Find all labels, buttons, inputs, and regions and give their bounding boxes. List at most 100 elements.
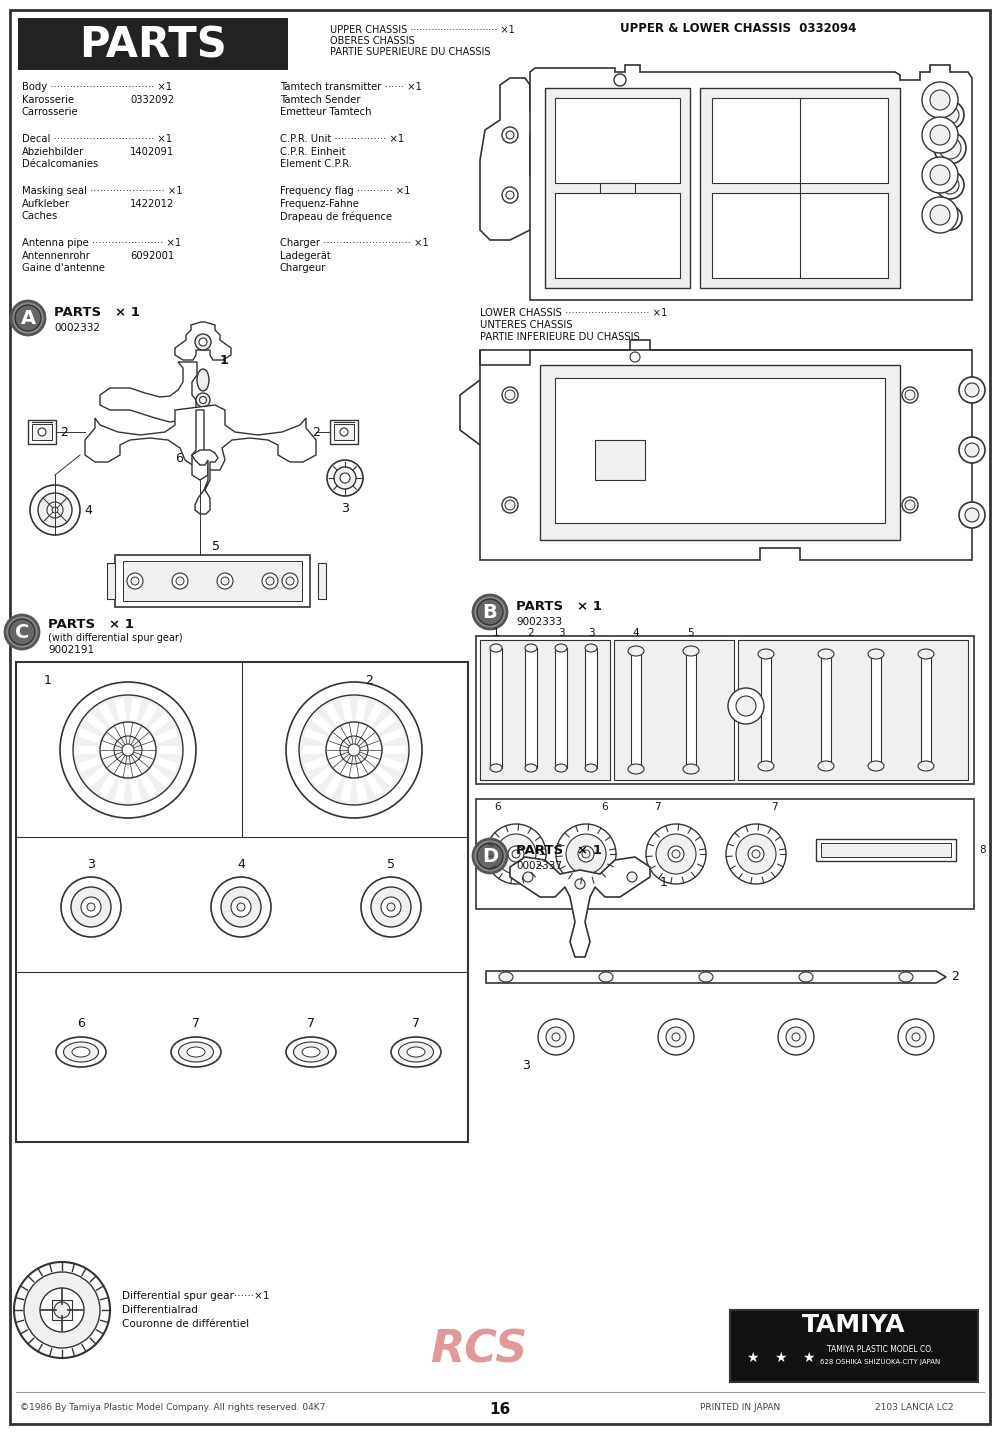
- Polygon shape: [85, 713, 108, 734]
- Text: Drapeau de fréquence: Drapeau de fréquence: [280, 211, 392, 221]
- Circle shape: [912, 1032, 920, 1041]
- Polygon shape: [324, 774, 342, 797]
- Text: ★: ★: [774, 1351, 786, 1365]
- Bar: [686, 651, 696, 769]
- Text: PRINTED IN JAPAN: PRINTED IN JAPAN: [700, 1404, 780, 1412]
- Circle shape: [748, 846, 764, 862]
- Circle shape: [11, 301, 45, 336]
- Circle shape: [941, 176, 959, 194]
- Ellipse shape: [818, 761, 834, 771]
- Circle shape: [473, 839, 507, 873]
- Circle shape: [627, 872, 637, 882]
- Circle shape: [778, 1020, 814, 1055]
- Polygon shape: [356, 698, 367, 721]
- Circle shape: [792, 1032, 800, 1041]
- Ellipse shape: [398, 1043, 434, 1063]
- Circle shape: [941, 106, 959, 123]
- Circle shape: [81, 898, 101, 916]
- Bar: [476, 799, 974, 909]
- Polygon shape: [302, 746, 324, 754]
- Circle shape: [114, 736, 142, 764]
- Circle shape: [15, 305, 41, 331]
- Polygon shape: [530, 65, 972, 300]
- Circle shape: [506, 130, 514, 139]
- Text: 4: 4: [84, 503, 92, 516]
- Text: Ladegerät: Ladegerät: [280, 251, 331, 261]
- Circle shape: [172, 574, 188, 589]
- Ellipse shape: [525, 764, 537, 771]
- Text: 6: 6: [175, 452, 183, 465]
- Circle shape: [965, 508, 979, 522]
- Text: 7: 7: [771, 802, 778, 812]
- Circle shape: [73, 695, 183, 804]
- Polygon shape: [130, 698, 141, 721]
- Text: 0332092: 0332092: [130, 95, 174, 105]
- Circle shape: [965, 443, 979, 457]
- Text: 0002337: 0002337: [516, 860, 562, 870]
- Circle shape: [131, 576, 139, 585]
- Text: 2103 LANCIA LC2: 2103 LANCIA LC2: [875, 1404, 954, 1412]
- Text: B: B: [483, 602, 497, 621]
- Text: Abziehbilder: Abziehbilder: [22, 148, 84, 156]
- Ellipse shape: [555, 644, 567, 652]
- Circle shape: [898, 1020, 934, 1055]
- Text: 2: 2: [60, 426, 68, 439]
- Polygon shape: [140, 774, 158, 797]
- Bar: [330, 420, 358, 445]
- Text: TAMIYA PLASTIC MODEL CO.: TAMIYA PLASTIC MODEL CO.: [827, 1345, 933, 1355]
- Ellipse shape: [868, 650, 884, 660]
- Bar: [540, 366, 900, 541]
- Text: 3: 3: [558, 628, 564, 638]
- Bar: [115, 555, 310, 607]
- Ellipse shape: [628, 645, 644, 655]
- Circle shape: [728, 688, 764, 724]
- Text: 7: 7: [307, 1017, 315, 1030]
- Polygon shape: [476, 637, 974, 784]
- Bar: [555, 194, 680, 278]
- Text: 6092001: 6092001: [130, 251, 174, 261]
- Polygon shape: [384, 746, 406, 754]
- Text: 7: 7: [412, 1017, 420, 1030]
- Text: 7: 7: [654, 802, 661, 812]
- Circle shape: [552, 1032, 560, 1041]
- Text: D: D: [482, 846, 498, 866]
- Circle shape: [726, 825, 786, 883]
- Polygon shape: [341, 779, 352, 802]
- Text: 1: 1: [44, 674, 52, 687]
- Circle shape: [30, 485, 80, 535]
- Text: Emetteur Tamtech: Emetteur Tamtech: [280, 108, 372, 118]
- Polygon shape: [115, 779, 126, 802]
- Circle shape: [512, 850, 520, 858]
- Text: PARTS   × 1: PARTS × 1: [48, 618, 134, 631]
- Text: PARTIE SUPERIEURE DU CHASSIS: PARTIE SUPERIEURE DU CHASSIS: [330, 47, 490, 57]
- Circle shape: [282, 574, 298, 589]
- Bar: [712, 98, 888, 184]
- Circle shape: [575, 879, 585, 889]
- Polygon shape: [175, 323, 231, 360]
- Text: TAMIYA: TAMIYA: [802, 1314, 906, 1336]
- Circle shape: [38, 427, 46, 436]
- Circle shape: [47, 502, 63, 518]
- Bar: [318, 564, 326, 599]
- Text: UPPER & LOWER CHASSIS  0332094: UPPER & LOWER CHASSIS 0332094: [620, 22, 856, 34]
- Ellipse shape: [407, 1047, 425, 1057]
- Text: 1402091: 1402091: [130, 148, 174, 156]
- Ellipse shape: [490, 764, 502, 771]
- Text: 4: 4: [633, 628, 639, 638]
- Text: PARTS   × 1: PARTS × 1: [54, 307, 140, 320]
- Circle shape: [646, 825, 706, 883]
- Bar: [871, 651, 881, 764]
- Circle shape: [668, 846, 684, 862]
- Polygon shape: [381, 728, 404, 743]
- Circle shape: [922, 156, 958, 194]
- Text: 3: 3: [522, 1058, 530, 1073]
- Ellipse shape: [758, 761, 774, 771]
- Text: Charger ··························· ×1: Charger ··························· ×1: [280, 238, 429, 248]
- Bar: [614, 640, 734, 780]
- Circle shape: [930, 205, 950, 225]
- Bar: [555, 98, 680, 184]
- Text: 2: 2: [951, 971, 959, 984]
- Circle shape: [496, 835, 536, 873]
- Circle shape: [200, 396, 207, 403]
- Circle shape: [934, 132, 966, 163]
